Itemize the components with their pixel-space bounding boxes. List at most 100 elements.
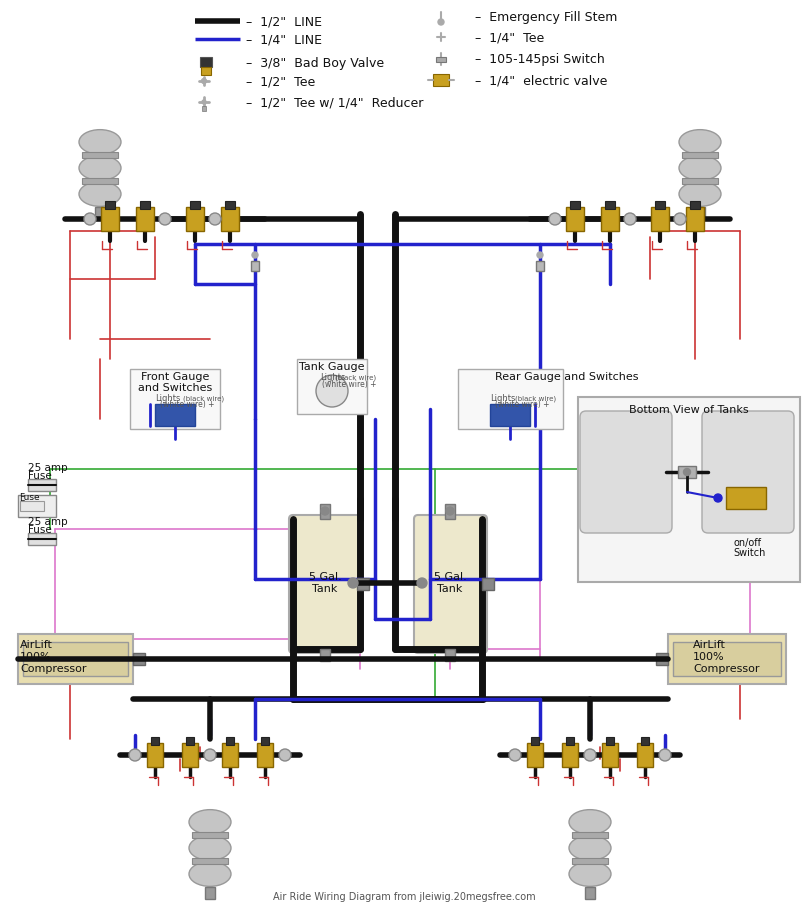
Ellipse shape	[189, 810, 231, 834]
Text: 25 amp: 25 amp	[28, 517, 68, 526]
Text: Lights: Lights	[490, 394, 516, 403]
Bar	[601, 208, 619, 232]
Text: and Switches: and Switches	[138, 383, 213, 393]
Bar	[155, 405, 195, 426]
Ellipse shape	[159, 214, 171, 226]
Ellipse shape	[129, 749, 141, 761]
Bar	[445, 505, 455, 519]
Ellipse shape	[316, 376, 348, 407]
Bar	[147, 743, 163, 768]
Bar	[133, 653, 145, 666]
Bar	[606, 737, 614, 745]
Bar	[578, 397, 800, 582]
Ellipse shape	[679, 182, 721, 207]
Text: (white wire) +: (white wire) +	[322, 379, 377, 388]
Bar	[320, 649, 330, 661]
Bar	[686, 208, 704, 232]
Circle shape	[202, 101, 206, 105]
Text: 5 Gal.: 5 Gal.	[309, 572, 341, 582]
Bar	[527, 743, 543, 768]
Text: Fuse: Fuse	[19, 493, 40, 502]
Text: AirLift: AirLift	[20, 639, 53, 649]
Bar	[82, 153, 118, 159]
Text: –  Emergency Fill Stem: – Emergency Fill Stem	[475, 12, 617, 24]
Bar	[225, 201, 235, 209]
Bar	[490, 405, 530, 426]
Ellipse shape	[204, 749, 216, 761]
Bar	[186, 208, 204, 232]
Ellipse shape	[209, 214, 221, 226]
Bar	[637, 743, 653, 768]
Bar	[151, 737, 159, 745]
Ellipse shape	[679, 156, 721, 182]
Bar	[257, 743, 273, 768]
Text: –  1/2"  Tee w/ 1/4"  Reducer: – 1/2" Tee w/ 1/4" Reducer	[246, 97, 423, 109]
Bar	[201, 68, 211, 76]
Ellipse shape	[549, 214, 561, 226]
Text: (white wire) +: (white wire) +	[160, 400, 214, 409]
Text: –  1/2"  LINE: – 1/2" LINE	[246, 15, 322, 29]
Bar	[28, 479, 56, 491]
Text: –  3/8"  Bad Boy Valve: – 3/8" Bad Boy Valve	[246, 58, 384, 70]
Text: –  1/4"  Tee: – 1/4" Tee	[475, 32, 545, 44]
Bar	[222, 743, 238, 768]
Text: Tank Gauge: Tank Gauge	[299, 361, 364, 372]
Circle shape	[321, 507, 329, 516]
Text: Tank: Tank	[437, 583, 463, 593]
FancyBboxPatch shape	[702, 412, 794, 534]
Ellipse shape	[584, 749, 596, 761]
Bar	[221, 208, 239, 232]
FancyBboxPatch shape	[289, 516, 362, 653]
Ellipse shape	[569, 810, 611, 834]
Bar	[436, 58, 446, 63]
Bar	[651, 208, 669, 232]
Text: Box: Box	[19, 500, 36, 509]
Bar	[695, 208, 705, 219]
Circle shape	[675, 215, 685, 225]
Ellipse shape	[569, 861, 611, 887]
Bar	[202, 107, 206, 112]
Bar	[251, 262, 259, 272]
Text: Air Ride Wiring Diagram from jleiwig.20megsfree.com: Air Ride Wiring Diagram from jleiwig.20m…	[272, 891, 536, 901]
Bar	[726, 488, 766, 509]
Text: 100%: 100%	[20, 651, 52, 661]
Text: Lights: Lights	[155, 394, 180, 403]
Text: Lights: Lights	[320, 373, 345, 382]
Text: Tank: Tank	[313, 583, 338, 593]
Text: Fuse: Fuse	[28, 525, 52, 535]
Text: Rear Gauge and Switches: Rear Gauge and Switches	[495, 372, 638, 382]
Circle shape	[684, 469, 691, 476]
Bar	[605, 201, 615, 209]
Ellipse shape	[659, 749, 671, 761]
Text: AirLift: AirLift	[693, 639, 726, 649]
Bar	[190, 201, 200, 209]
Bar	[28, 534, 56, 545]
Bar	[297, 359, 367, 414]
Bar	[572, 832, 608, 838]
Text: (white wire) +: (white wire) +	[495, 400, 549, 409]
Circle shape	[537, 253, 543, 259]
Circle shape	[417, 578, 427, 589]
Ellipse shape	[79, 156, 121, 182]
FancyBboxPatch shape	[414, 516, 487, 653]
Bar	[655, 201, 665, 209]
Bar	[678, 467, 696, 479]
Text: –  105-145psi Switch: – 105-145psi Switch	[475, 53, 604, 67]
Circle shape	[160, 215, 170, 225]
Bar	[192, 832, 228, 838]
Ellipse shape	[189, 835, 231, 861]
Bar	[182, 743, 198, 768]
Ellipse shape	[624, 214, 636, 226]
Bar	[673, 642, 781, 676]
Ellipse shape	[79, 131, 121, 155]
Bar	[585, 887, 595, 899]
Text: –  1/2"  Tee: – 1/2" Tee	[246, 76, 315, 88]
Text: 25 amp: 25 amp	[28, 462, 68, 472]
Circle shape	[252, 253, 258, 259]
Bar	[433, 75, 449, 87]
Bar	[95, 208, 105, 219]
Text: (black wire): (black wire)	[335, 375, 377, 381]
Bar	[136, 208, 154, 232]
Bar	[130, 369, 220, 430]
Text: Compressor: Compressor	[20, 664, 86, 674]
